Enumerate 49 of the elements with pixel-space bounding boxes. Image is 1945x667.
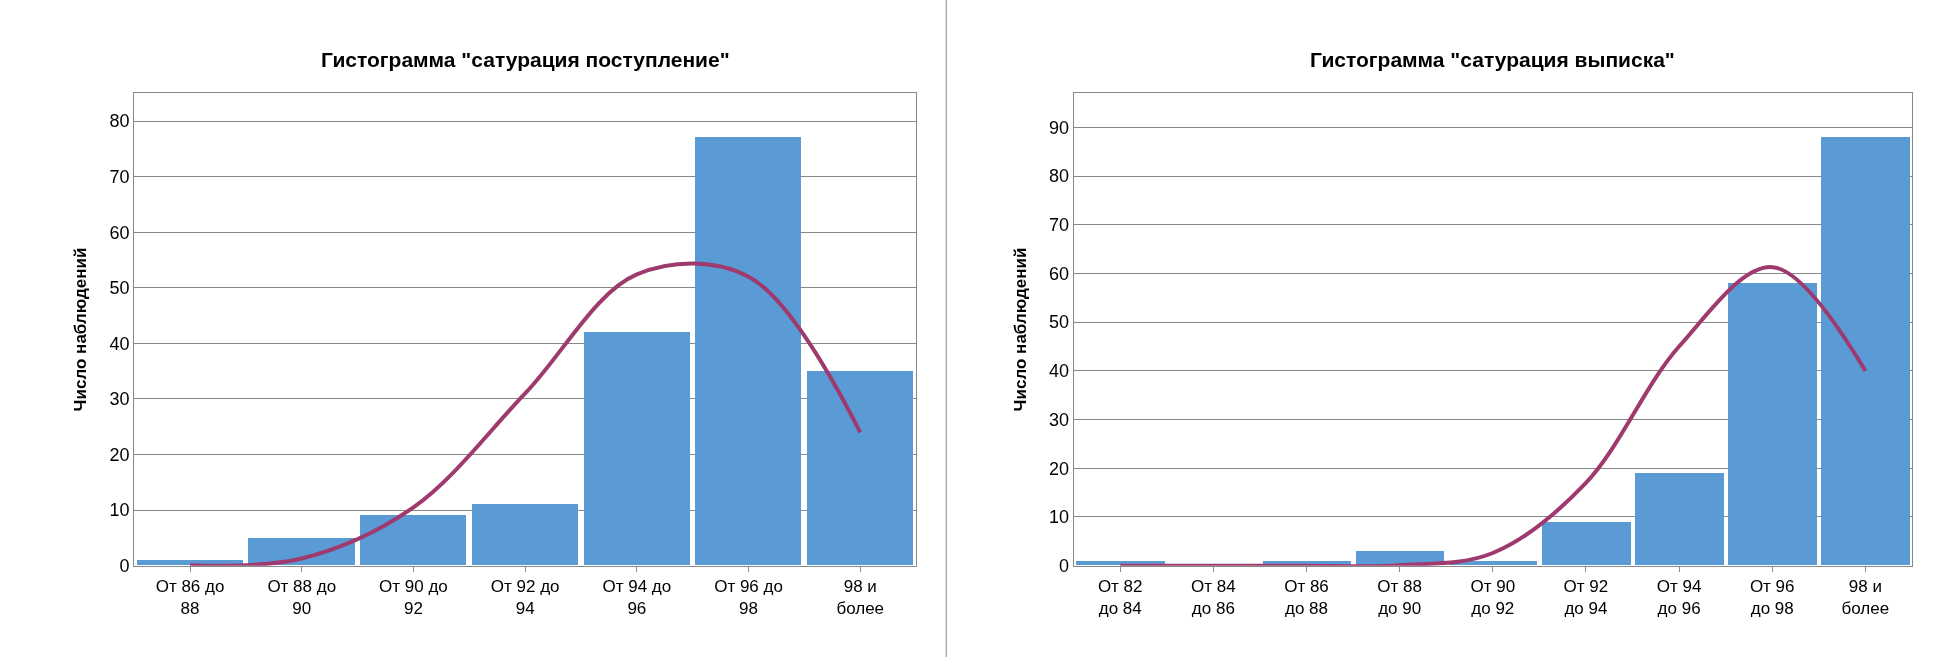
bar xyxy=(1634,473,1724,566)
x-tick-label: 98 и более xyxy=(1841,577,1890,619)
y-tick-label: 10 xyxy=(1049,507,1070,528)
bar xyxy=(1727,283,1817,566)
y-tick-label: 50 xyxy=(1049,312,1070,333)
x-tick-label: От 88 до 90 xyxy=(267,577,337,619)
y-tick-label: 30 xyxy=(109,389,130,410)
y-tick-label: 20 xyxy=(109,444,130,465)
y-tick-label: 60 xyxy=(1049,263,1070,284)
y-tick-label: 40 xyxy=(1049,361,1070,382)
x-tick-label: От 88 до 90 xyxy=(1377,577,1422,619)
y-tick-label: 0 xyxy=(1059,555,1070,576)
bar xyxy=(472,504,579,566)
x-tick-label: От 86 до 88 xyxy=(155,577,225,619)
bar xyxy=(1541,522,1631,566)
y-tick-label: 50 xyxy=(109,278,130,299)
x-tick-label: От 94 до 96 xyxy=(1656,577,1702,619)
y-tick-label: 80 xyxy=(1049,166,1070,187)
x-tick-label: От 94 до 96 xyxy=(602,577,672,619)
y-tick-label: 40 xyxy=(109,333,130,354)
y-tick-label: 70 xyxy=(1049,215,1070,236)
x-tick-label: От 96 до 98 xyxy=(714,577,783,619)
bar xyxy=(584,332,691,566)
x-tick-label: От 90 до 92 xyxy=(379,577,448,619)
y-tick-label: 70 xyxy=(109,166,130,187)
x-tick-label: От 92 до 94 xyxy=(490,577,560,619)
x-tick-label: От 92 до 94 xyxy=(1563,577,1609,619)
line-series xyxy=(1118,265,1868,566)
y-tick-label: 0 xyxy=(119,555,130,576)
x-tick-label: 98 и более xyxy=(836,577,885,619)
x-tick-label: От 84 до 86 xyxy=(1191,577,1236,619)
y-tick-label: 30 xyxy=(1049,409,1070,430)
bar xyxy=(695,137,802,566)
y-tick-label: 20 xyxy=(1049,458,1070,479)
x-tick-label: От 96 до 98 xyxy=(1749,577,1795,619)
y-tick-label: 60 xyxy=(109,222,130,243)
bar xyxy=(360,515,467,566)
chart-title: Гистограмма "сатурация поступление" xyxy=(321,48,730,71)
x-tick-label: От 86 до 88 xyxy=(1284,577,1329,619)
y-tick-label: 80 xyxy=(109,111,130,132)
chart-title: Гистограмма "сатурация выписка" xyxy=(1310,48,1675,71)
x-tick-label: От 90 до 92 xyxy=(1470,577,1516,619)
bar xyxy=(1820,137,1910,566)
bar xyxy=(807,371,914,566)
y-tick-label: 90 xyxy=(1049,117,1070,138)
y-axis-title: Число наблюдений xyxy=(71,247,91,412)
x-tick-label: От 82 до 84 xyxy=(1097,577,1143,619)
y-axis-title: Число наблюдений xyxy=(1010,247,1030,412)
y-tick-label: 10 xyxy=(109,500,130,521)
